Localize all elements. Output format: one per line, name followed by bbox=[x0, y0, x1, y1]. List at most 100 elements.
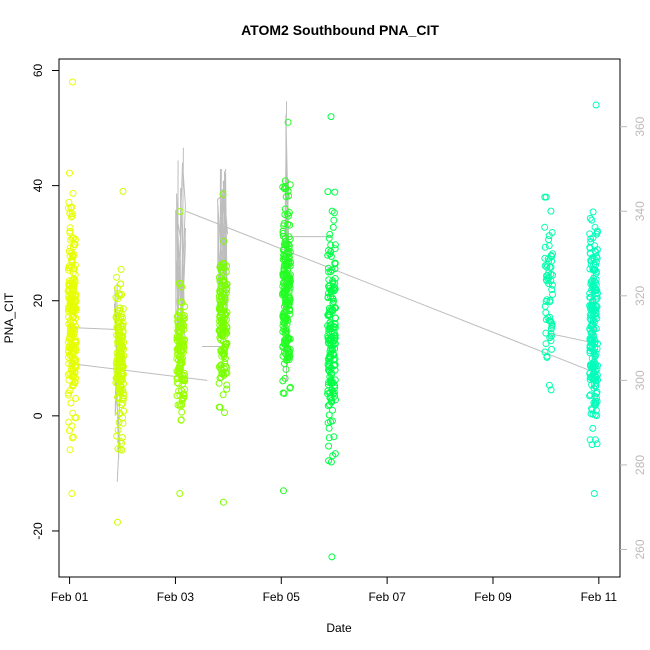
data-point bbox=[328, 386, 336, 394]
data-point bbox=[221, 293, 229, 301]
data-point bbox=[178, 355, 185, 363]
data-point bbox=[68, 277, 76, 284]
data-point bbox=[119, 419, 127, 427]
data-point bbox=[588, 216, 596, 224]
data-point bbox=[222, 268, 230, 276]
data-point bbox=[219, 391, 227, 399]
data-point bbox=[329, 285, 337, 293]
data-point bbox=[546, 334, 554, 342]
data-point bbox=[119, 187, 127, 195]
data-point bbox=[177, 298, 185, 306]
data-point bbox=[119, 363, 127, 371]
data-point bbox=[279, 232, 287, 240]
data-point bbox=[68, 286, 76, 294]
y2-tick-label: 260 bbox=[633, 539, 647, 559]
data-point bbox=[547, 329, 555, 337]
data-point bbox=[586, 436, 594, 444]
data-point bbox=[591, 411, 599, 419]
data-point bbox=[593, 398, 601, 405]
data-point bbox=[71, 414, 79, 422]
data-point bbox=[590, 333, 598, 341]
data-point bbox=[69, 243, 77, 251]
data-point bbox=[285, 209, 293, 216]
data-point bbox=[327, 458, 335, 466]
data-point bbox=[65, 360, 73, 368]
data-point bbox=[325, 434, 333, 442]
data-point bbox=[279, 229, 287, 237]
data-point bbox=[282, 307, 290, 314]
data-point bbox=[218, 352, 226, 360]
data-point bbox=[547, 337, 555, 345]
data-point bbox=[179, 348, 187, 356]
data-point bbox=[330, 433, 338, 441]
data-point bbox=[116, 409, 124, 417]
data-point bbox=[590, 358, 598, 366]
data-point bbox=[589, 298, 597, 305]
data-point bbox=[69, 433, 77, 441]
data-point bbox=[330, 323, 338, 331]
data-point bbox=[65, 286, 73, 294]
data-point bbox=[220, 365, 228, 373]
data-point bbox=[216, 403, 224, 411]
data-point bbox=[588, 321, 596, 329]
data-point bbox=[115, 315, 122, 323]
data-point bbox=[541, 193, 549, 201]
data-point bbox=[542, 340, 550, 348]
data-point bbox=[69, 212, 76, 220]
data-point bbox=[118, 291, 126, 298]
data-point bbox=[119, 394, 127, 402]
data-point bbox=[69, 373, 77, 381]
data-point bbox=[328, 294, 336, 302]
data-point bbox=[284, 212, 292, 220]
data-point bbox=[67, 399, 75, 407]
data-point bbox=[71, 236, 79, 243]
data-point bbox=[282, 303, 290, 311]
data-point bbox=[587, 322, 595, 330]
data-point bbox=[221, 310, 229, 318]
data-point bbox=[178, 283, 186, 291]
data-point bbox=[591, 351, 599, 359]
data-point bbox=[114, 518, 121, 526]
data-point bbox=[64, 389, 72, 397]
data-point bbox=[328, 333, 336, 340]
data-point bbox=[592, 373, 600, 381]
data-point bbox=[324, 387, 332, 395]
data-point bbox=[68, 203, 76, 211]
data-point bbox=[114, 376, 122, 384]
data-point bbox=[327, 376, 335, 383]
data-point bbox=[181, 315, 188, 322]
data-point bbox=[112, 359, 120, 367]
data-point bbox=[331, 331, 339, 339]
data-point bbox=[283, 262, 291, 270]
data-point bbox=[281, 313, 289, 321]
data-point bbox=[588, 282, 596, 290]
data-point bbox=[174, 368, 182, 376]
data-point bbox=[331, 259, 339, 267]
data-point bbox=[70, 265, 78, 273]
data-point bbox=[590, 376, 598, 384]
data-point bbox=[221, 314, 228, 322]
data-point bbox=[176, 490, 184, 497]
data-point bbox=[325, 411, 333, 419]
data-point bbox=[118, 446, 126, 454]
data-point bbox=[68, 369, 76, 377]
data-point bbox=[66, 298, 74, 306]
data-point bbox=[175, 380, 183, 388]
data-point bbox=[282, 346, 290, 354]
data-point bbox=[65, 264, 73, 272]
data-point bbox=[324, 188, 332, 196]
data-point bbox=[118, 355, 126, 363]
data-point bbox=[541, 262, 549, 270]
data-point bbox=[324, 251, 332, 259]
y2-tick-label: 320 bbox=[633, 285, 647, 305]
data-point bbox=[327, 113, 335, 121]
data-point bbox=[543, 261, 551, 269]
trace-spike bbox=[179, 147, 186, 339]
data-point bbox=[590, 261, 598, 269]
data-point bbox=[331, 376, 339, 384]
data-point bbox=[72, 314, 80, 322]
data-point bbox=[64, 338, 72, 346]
data-point bbox=[180, 341, 187, 349]
data-point bbox=[216, 374, 224, 382]
